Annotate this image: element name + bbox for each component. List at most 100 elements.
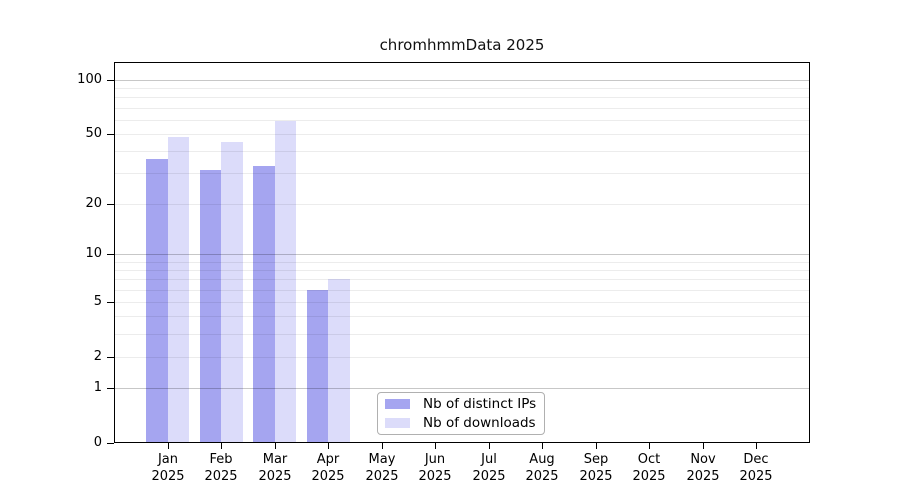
x-label-month-oct: Oct: [637, 452, 661, 467]
x-label-month-jul: Jul: [481, 452, 497, 467]
x-tick-jul: [489, 443, 490, 449]
x-label-year-may: 2025: [365, 469, 399, 484]
y-tick-100: [107, 80, 114, 81]
y-tick-20: [107, 204, 114, 205]
x-tick-may: [382, 443, 383, 449]
y-tick-label-50: 50: [85, 126, 102, 141]
x-tick-aug: [542, 443, 543, 449]
bar-downloads-mar: [274, 121, 297, 442]
y-gridline-minor-30: [115, 173, 809, 174]
x-tick-label-nov: Nov 2025: [673, 451, 733, 485]
bar-distinct-ips-jan: [146, 159, 168, 442]
legend-label-distinct-ips: Nb of distinct IPs: [423, 396, 537, 412]
x-tick-feb: [221, 443, 222, 449]
y-gridline-minor-50: [115, 134, 809, 135]
x-tick-oct: [649, 443, 650, 449]
y-gridline-minor-8: [115, 270, 809, 271]
x-tick-label-jan: Jan 2025: [138, 451, 198, 485]
x-tick-label-aug: Aug 2025: [512, 451, 572, 485]
x-tick-mar: [275, 443, 276, 449]
x-tick-label-sep: Sep 2025: [566, 451, 626, 485]
x-tick-jun: [435, 443, 436, 449]
y-gridline-minor-2: [115, 357, 809, 358]
x-label-year-jul: 2025: [472, 469, 506, 484]
x-tick-label-may: May 2025: [352, 451, 412, 485]
y-tick-2: [107, 357, 114, 358]
y-tick-label-2: 2: [93, 349, 102, 364]
x-label-month-aug: Aug: [529, 452, 555, 467]
x-label-month-mar: Mar: [262, 452, 288, 467]
bar-distinct-ips-feb: [199, 170, 222, 442]
y-gridline-minor-90: [115, 88, 809, 89]
legend: Nb of distinct IPs Nb of downloads: [377, 392, 545, 435]
bar-downloads-feb: [221, 142, 243, 442]
x-tick-dec: [756, 443, 757, 449]
x-label-year-aug: 2025: [525, 469, 559, 484]
legend-swatch-downloads: [385, 418, 410, 428]
x-label-year-nov: 2025: [686, 469, 720, 484]
bar-distinct-ips-mar: [253, 166, 275, 442]
x-label-year-dec: 2025: [739, 469, 773, 484]
y-tick-5: [107, 302, 114, 303]
legend-swatch-distinct-ips: [385, 399, 410, 409]
x-label-month-apr: Apr: [316, 452, 340, 467]
y-gridline-major-100: [115, 80, 809, 81]
x-label-year-jun: 2025: [418, 469, 452, 484]
bar-downloads-apr: [328, 279, 350, 442]
y-gridline-major-1: [115, 388, 809, 389]
y-gridline-minor-60: [115, 120, 809, 121]
y-gridline-minor-6: [115, 290, 809, 291]
chart-title: chromhmmData 2025: [379, 36, 545, 54]
y-gridline-minor-80: [115, 97, 809, 98]
y-tick-label-10: 10: [85, 246, 102, 261]
y-gridline-minor-20: [115, 204, 809, 205]
y-tick-50: [107, 134, 114, 135]
x-tick-label-feb: Feb 2025: [191, 451, 251, 485]
x-label-month-dec: Dec: [743, 452, 769, 467]
x-label-month-feb: Feb: [209, 452, 233, 467]
legend-item-distinct-ips: Nb of distinct IPs: [385, 396, 537, 412]
x-label-year-mar: 2025: [258, 469, 292, 484]
x-label-year-sep: 2025: [579, 469, 613, 484]
x-tick-label-jul: Jul 2025: [459, 451, 519, 485]
y-gridline-minor-4: [115, 316, 809, 317]
legend-label-downloads: Nb of downloads: [423, 415, 536, 431]
x-label-year-oct: 2025: [632, 469, 666, 484]
x-label-month-may: May: [368, 452, 396, 467]
legend-item-downloads: Nb of downloads: [385, 415, 537, 431]
y-tick-label-1: 1: [93, 380, 102, 395]
x-tick-label-apr: Apr 2025: [298, 451, 358, 485]
x-tick-label-oct: Oct 2025: [619, 451, 679, 485]
y-tick-label-20: 20: [85, 196, 102, 211]
x-tick-jan: [168, 443, 169, 449]
y-gridline-minor-40: [115, 151, 809, 152]
y-gridline-minor-3: [115, 334, 809, 335]
x-label-month-nov: Nov: [690, 452, 716, 467]
x-label-year-apr: 2025: [311, 469, 345, 484]
y-gridline-minor-9: [115, 262, 809, 263]
y-gridline-minor-5: [115, 302, 809, 303]
x-label-month-jun: Jun: [424, 452, 446, 467]
x-tick-label-dec: Dec 2025: [726, 451, 786, 485]
y-tick-1: [107, 388, 114, 389]
x-tick-label-jun: Jun 2025: [405, 451, 465, 485]
x-tick-apr: [328, 443, 329, 449]
y-tick-0: [107, 443, 114, 444]
bar-distinct-ips-apr: [306, 290, 329, 442]
x-label-month-jan: Jan: [157, 452, 179, 467]
y-gridline-major-10: [115, 254, 809, 255]
y-gridline-minor-7: [115, 279, 809, 280]
y-tick-label-100: 100: [77, 72, 102, 87]
x-label-month-sep: Sep: [583, 452, 609, 467]
y-tick-label-0: 0: [93, 435, 102, 450]
x-tick-nov: [703, 443, 704, 449]
bar-downloads-jan: [167, 137, 190, 442]
y-tick-10: [107, 254, 114, 255]
x-label-year-feb: 2025: [204, 469, 238, 484]
plot-border: [114, 62, 810, 443]
x-tick-label-mar: Mar 2025: [245, 451, 305, 485]
